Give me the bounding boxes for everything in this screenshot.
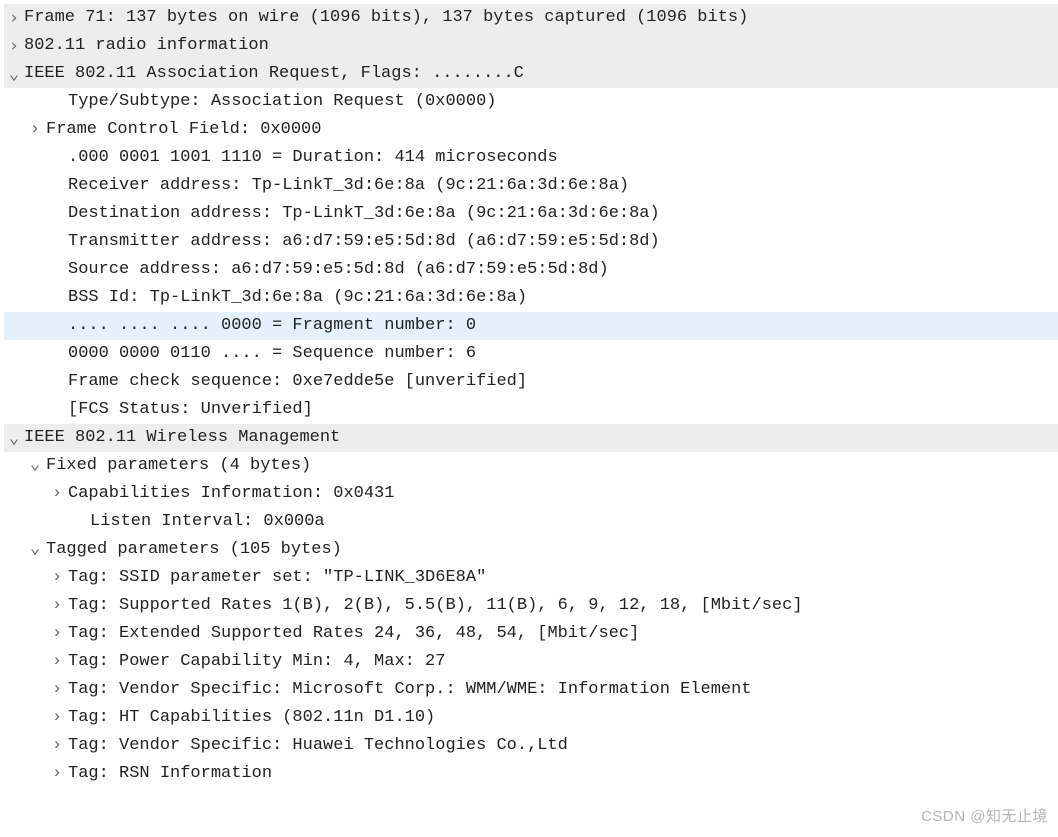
tree-row[interactable]: Source address: a6:d7:59:e5:5d:8d (a6:d7… xyxy=(4,256,1058,284)
tree-row-label: Tag: Power Capability Min: 4, Max: 27 xyxy=(68,648,445,676)
tree-row-label: Listen Interval: 0x000a xyxy=(90,508,325,536)
tree-row[interactable]: ⌄Fixed parameters (4 bytes) xyxy=(4,452,1058,480)
tree-row-label: Type/Subtype: Association Request (0x000… xyxy=(68,88,496,116)
tree-row[interactable]: 0000 0000 0110 .... = Sequence number: 6 xyxy=(4,340,1058,368)
tree-row-label: Tag: Extended Supported Rates 24, 36, 48… xyxy=(68,620,639,648)
tree-row[interactable]: ›Tag: HT Capabilities (802.11n D1.10) xyxy=(4,704,1058,732)
chevron-right-icon[interactable]: › xyxy=(4,4,24,32)
chevron-right-icon[interactable]: › xyxy=(46,704,68,732)
tree-row[interactable]: Transmitter address: a6:d7:59:e5:5d:8d (… xyxy=(4,228,1058,256)
tree-row[interactable]: ⌄Tagged parameters (105 bytes) xyxy=(4,536,1058,564)
tree-row-label: IEEE 802.11 Wireless Management xyxy=(24,424,340,452)
tree-row[interactable]: Destination address: Tp-LinkT_3d:6e:8a (… xyxy=(4,200,1058,228)
tree-row-label: Tag: SSID parameter set: "TP-LINK_3D6E8A… xyxy=(68,564,486,592)
tree-row[interactable]: Receiver address: Tp-LinkT_3d:6e:8a (9c:… xyxy=(4,172,1058,200)
tree-row[interactable]: Frame check sequence: 0xe7edde5e [unveri… xyxy=(4,368,1058,396)
packet-details-tree[interactable]: ›Frame 71: 137 bytes on wire (1096 bits)… xyxy=(0,0,1058,792)
tree-row-label: .000 0001 1001 1110 = Duration: 414 micr… xyxy=(68,144,558,172)
tree-row[interactable]: ⌄IEEE 802.11 Wireless Management xyxy=(4,424,1058,452)
chevron-right-icon[interactable]: › xyxy=(46,760,68,788)
tree-row[interactable]: ›Tag: Supported Rates 1(B), 2(B), 5.5(B)… xyxy=(4,592,1058,620)
tree-row[interactable]: ›Frame 71: 137 bytes on wire (1096 bits)… xyxy=(4,4,1058,32)
tree-row-label: Tag: Supported Rates 1(B), 2(B), 5.5(B),… xyxy=(68,592,803,620)
tree-row-label: Source address: a6:d7:59:e5:5d:8d (a6:d7… xyxy=(68,256,609,284)
tree-row-label: [FCS Status: Unverified] xyxy=(68,396,313,424)
chevron-down-icon[interactable]: ⌄ xyxy=(24,536,46,564)
tree-row[interactable]: .... .... .... 0000 = Fragment number: 0 xyxy=(4,312,1058,340)
chevron-right-icon[interactable]: › xyxy=(4,32,24,60)
tree-row-label: Tag: Vendor Specific: Huawei Technologie… xyxy=(68,732,568,760)
tree-row-label: Capabilities Information: 0x0431 xyxy=(68,480,394,508)
tree-row[interactable]: ›Tag: Vendor Specific: Huawei Technologi… xyxy=(4,732,1058,760)
tree-row-label: IEEE 802.11 Association Request, Flags: … xyxy=(24,60,524,88)
watermark: CSDN @知无止境 xyxy=(921,803,1048,831)
tree-row-label: Tag: Vendor Specific: Microsoft Corp.: W… xyxy=(68,676,752,704)
tree-row-label: Tagged parameters (105 bytes) xyxy=(46,536,342,564)
tree-row-label: BSS Id: Tp-LinkT_3d:6e:8a (9c:21:6a:3d:6… xyxy=(68,284,527,312)
chevron-down-icon[interactable]: ⌄ xyxy=(4,424,24,452)
chevron-right-icon[interactable]: › xyxy=(46,648,68,676)
tree-row[interactable]: ›Tag: Vendor Specific: Microsoft Corp.: … xyxy=(4,676,1058,704)
tree-row[interactable]: Type/Subtype: Association Request (0x000… xyxy=(4,88,1058,116)
tree-row-label: Tag: RSN Information xyxy=(68,760,272,788)
tree-row-label: Frame Control Field: 0x0000 xyxy=(46,116,321,144)
tree-row[interactable]: Listen Interval: 0x000a xyxy=(4,508,1058,536)
chevron-right-icon[interactable]: › xyxy=(46,592,68,620)
chevron-right-icon[interactable]: › xyxy=(46,732,68,760)
chevron-right-icon[interactable]: › xyxy=(46,564,68,592)
chevron-right-icon[interactable]: › xyxy=(46,480,68,508)
tree-row[interactable]: BSS Id: Tp-LinkT_3d:6e:8a (9c:21:6a:3d:6… xyxy=(4,284,1058,312)
chevron-down-icon[interactable]: ⌄ xyxy=(24,452,46,480)
tree-row[interactable]: ›Tag: SSID parameter set: "TP-LINK_3D6E8… xyxy=(4,564,1058,592)
tree-row[interactable]: ›Tag: RSN Information xyxy=(4,760,1058,788)
tree-row[interactable]: [FCS Status: Unverified] xyxy=(4,396,1058,424)
tree-row-label: Destination address: Tp-LinkT_3d:6e:8a (… xyxy=(68,200,660,228)
tree-row-label: Frame check sequence: 0xe7edde5e [unveri… xyxy=(68,368,527,396)
tree-row[interactable]: ›Tag: Power Capability Min: 4, Max: 27 xyxy=(4,648,1058,676)
chevron-right-icon[interactable]: › xyxy=(46,620,68,648)
tree-row-label: 802.11 radio information xyxy=(24,32,269,60)
tree-row-label: .... .... .... 0000 = Fragment number: 0 xyxy=(68,312,476,340)
tree-row-label: Tag: HT Capabilities (802.11n D1.10) xyxy=(68,704,435,732)
tree-row-label: Frame 71: 137 bytes on wire (1096 bits),… xyxy=(24,4,748,32)
tree-row-label: 0000 0000 0110 .... = Sequence number: 6 xyxy=(68,340,476,368)
tree-row[interactable]: ›Capabilities Information: 0x0431 xyxy=(4,480,1058,508)
tree-row-label: Transmitter address: a6:d7:59:e5:5d:8d (… xyxy=(68,228,660,256)
chevron-down-icon[interactable]: ⌄ xyxy=(4,60,24,88)
tree-row[interactable]: .000 0001 1001 1110 = Duration: 414 micr… xyxy=(4,144,1058,172)
tree-row[interactable]: ⌄IEEE 802.11 Association Request, Flags:… xyxy=(4,60,1058,88)
tree-row-label: Receiver address: Tp-LinkT_3d:6e:8a (9c:… xyxy=(68,172,629,200)
tree-row[interactable]: ›802.11 radio information xyxy=(4,32,1058,60)
chevron-right-icon[interactable]: › xyxy=(24,116,46,144)
chevron-right-icon[interactable]: › xyxy=(46,676,68,704)
tree-row-label: Fixed parameters (4 bytes) xyxy=(46,452,311,480)
tree-row[interactable]: ›Frame Control Field: 0x0000 xyxy=(4,116,1058,144)
tree-row[interactable]: ›Tag: Extended Supported Rates 24, 36, 4… xyxy=(4,620,1058,648)
